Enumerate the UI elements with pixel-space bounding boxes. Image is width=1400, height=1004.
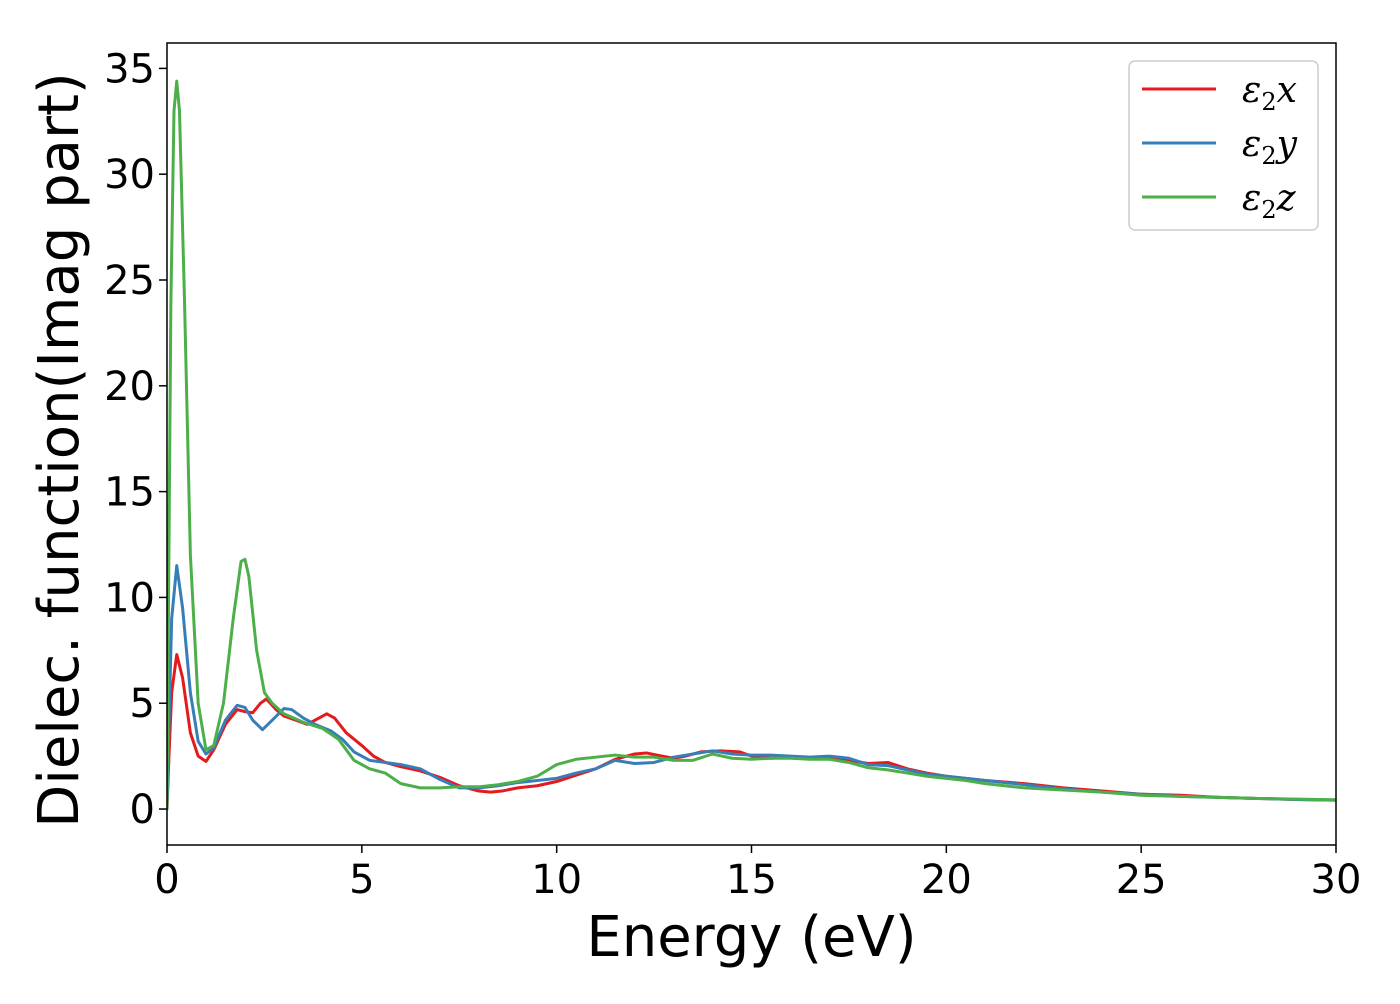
y-tick-label: 0 [130,787,155,833]
x-tick-label: 15 [726,857,777,903]
series-line-y [167,564,1336,811]
y-axis-title: Dielec. function(Imag part) [27,72,92,828]
y-tick-label: 35 [104,46,155,92]
y-tick-label: 20 [104,364,155,410]
legend: ε2x ε2y ε2z [1128,60,1319,231]
x-tick-label: 20 [921,857,972,903]
x-axis-title: Energy (eV) [586,905,916,970]
legend-box [1128,60,1319,231]
y-tick-label: 30 [104,152,155,198]
legend-label-y: ε2y [1242,124,1298,170]
series-line-z [167,79,1336,811]
series-layer [167,79,1336,811]
legend-label-z: ε2z [1242,178,1297,224]
x-tick-label: 30 [1311,857,1362,903]
legend-label-x: ε2x [1242,70,1297,116]
y-tick-label: 15 [104,470,155,516]
x-tick-label: 25 [1116,857,1167,903]
y-tick-label: 25 [104,258,155,304]
x-tick-label: 0 [154,857,179,903]
x-tick-label: 5 [349,857,374,903]
y-tick-label: 10 [104,575,155,621]
x-axis-ticks: 0 5 10 15 20 25 30 [154,845,1361,903]
y-tick-label: 5 [130,681,155,727]
series-line-x [167,653,1336,811]
y-axis-ticks: 0 5 10 15 20 25 30 35 [104,46,167,833]
x-tick-label: 10 [531,857,582,903]
